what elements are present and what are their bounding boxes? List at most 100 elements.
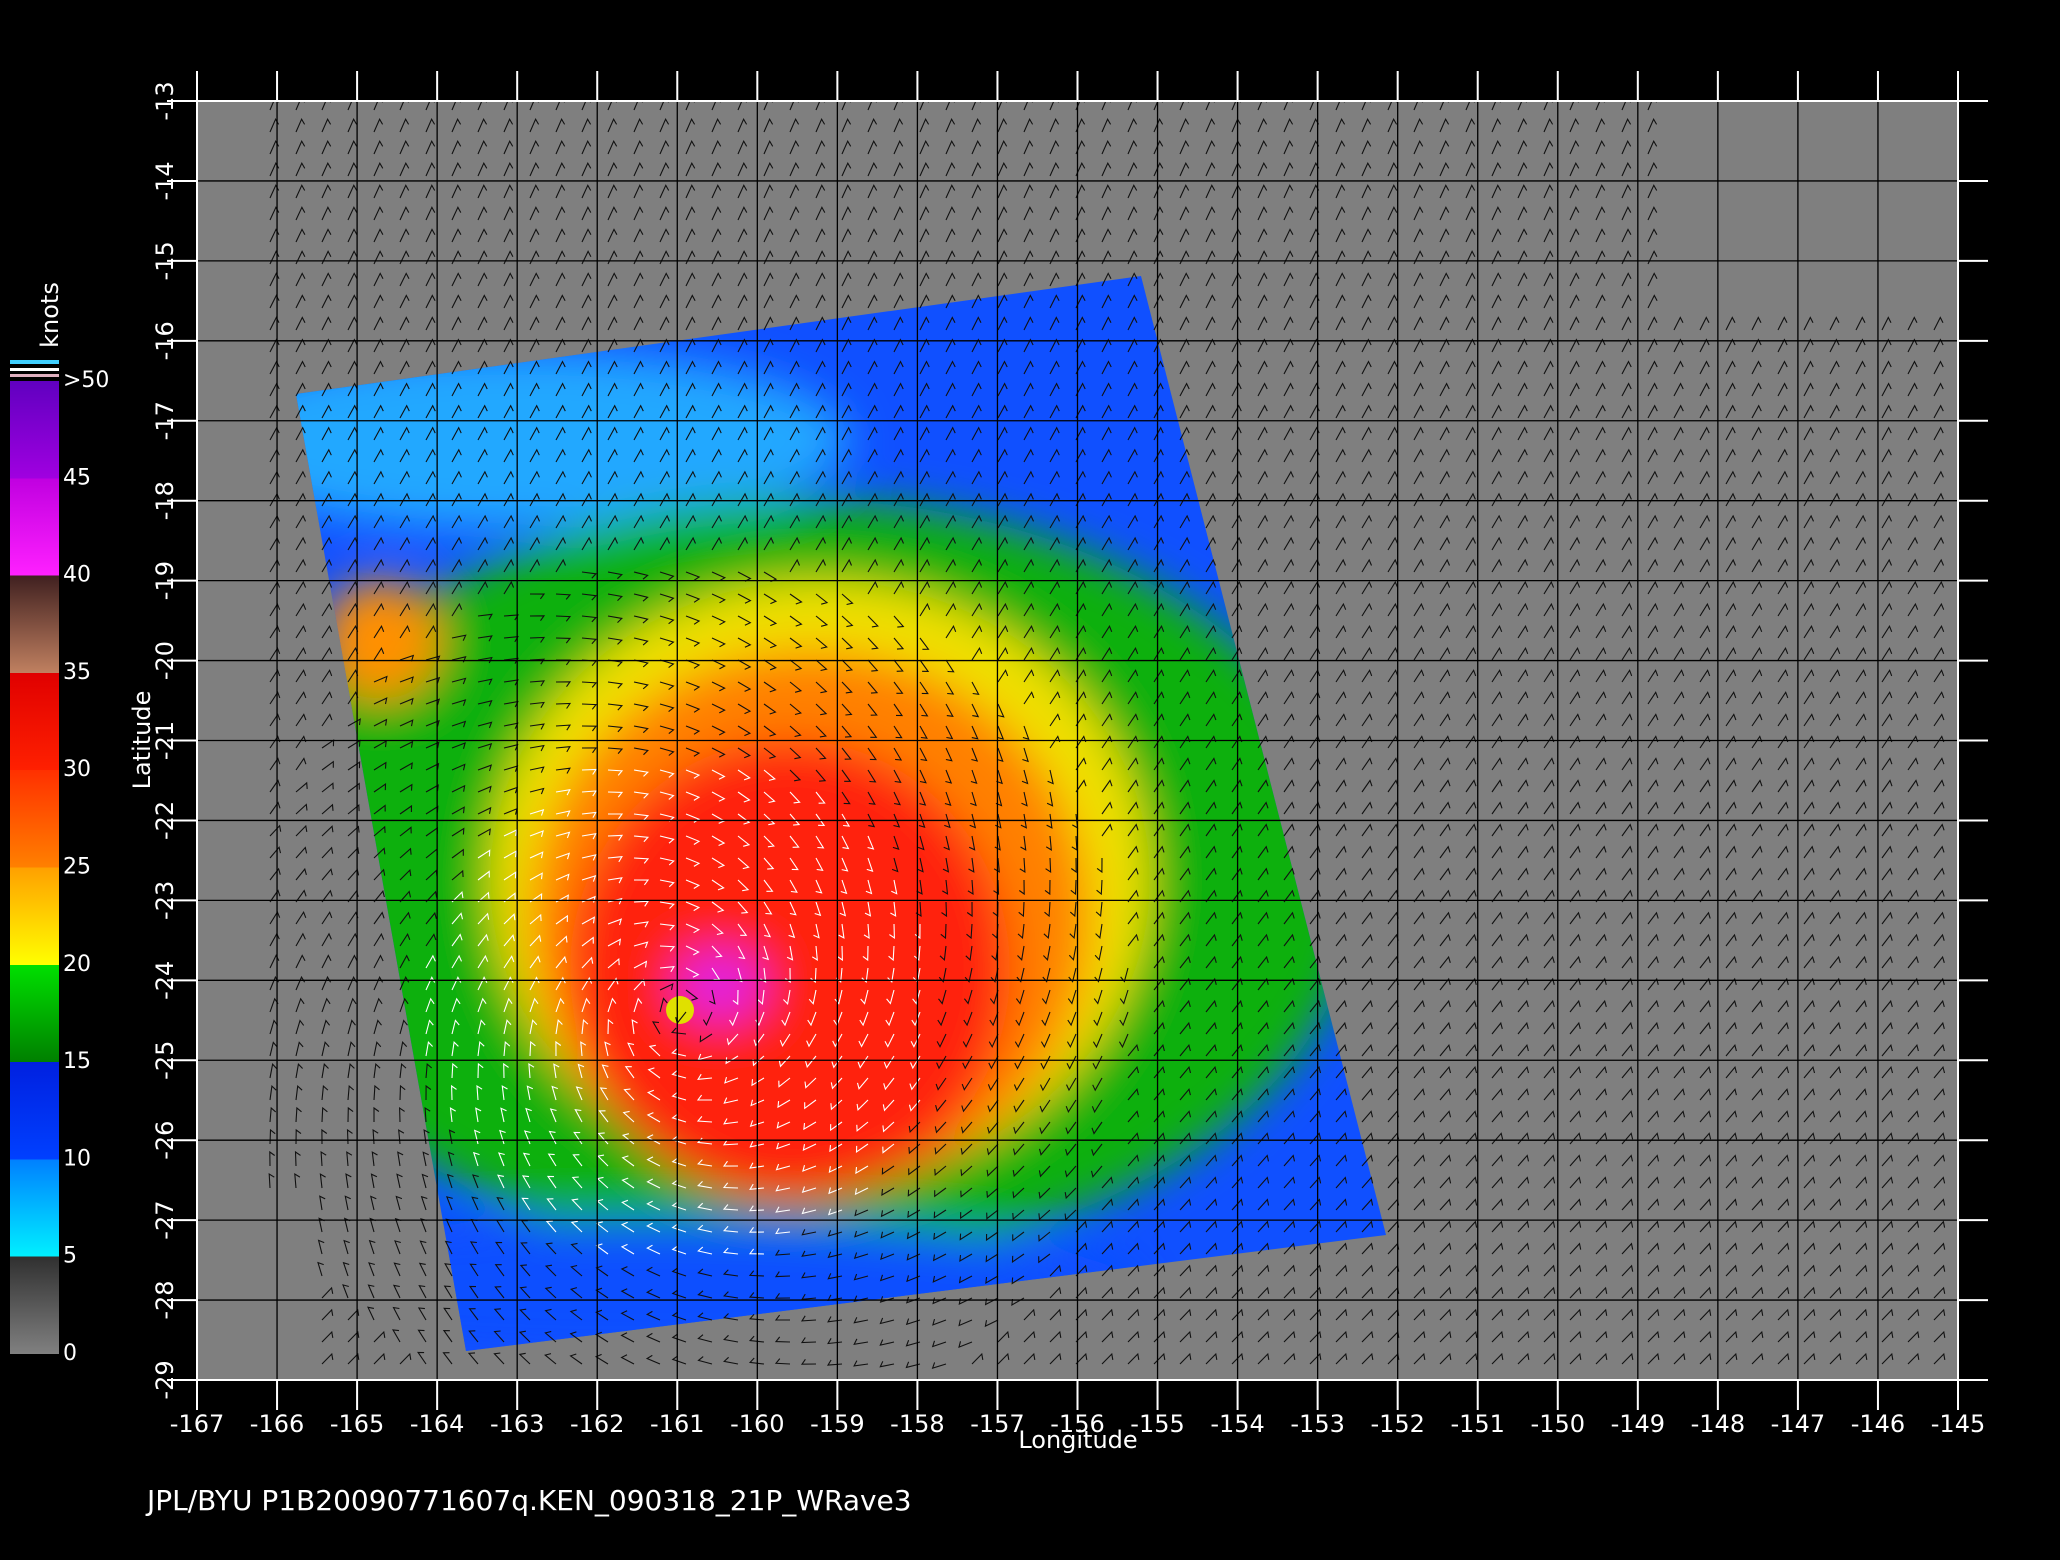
wind-barb — [1595, 1286, 1608, 1299]
wind-barb — [1465, 889, 1477, 903]
wind-barb — [1153, 669, 1165, 683]
wind-barb — [1725, 1308, 1738, 1321]
wind-barb — [555, 360, 566, 375]
wind-barb — [1127, 933, 1139, 947]
wind-barb — [1065, 1143, 1077, 1157]
wind-barb — [1751, 1352, 1764, 1365]
wind-barb — [1257, 316, 1268, 331]
wind-barb — [1335, 779, 1347, 793]
wind-barb — [880, 1209, 895, 1218]
x-tick-label: -147 — [1771, 1410, 1825, 1438]
wind-barb — [841, 492, 852, 507]
wind-barb — [1127, 823, 1139, 837]
wind-barb — [295, 250, 306, 265]
wind-barb — [1699, 624, 1711, 639]
wind-barb — [685, 294, 696, 309]
wind-barb — [1907, 889, 1919, 903]
wind-barb — [779, 1033, 791, 1048]
wind-barb — [451, 1041, 459, 1057]
wind-barb — [1673, 558, 1685, 573]
wind-barb — [1933, 1308, 1946, 1321]
wind-barb — [1018, 879, 1025, 896]
wind-barb — [659, 514, 671, 529]
wind-barb — [882, 1099, 895, 1112]
wind-barb — [1829, 492, 1840, 507]
wind-barb — [1361, 1021, 1373, 1035]
wind-barb — [1595, 139, 1606, 155]
wind-barb — [1439, 117, 1450, 133]
wind-barb — [581, 725, 598, 732]
colorbar-tick-label: 40 — [63, 563, 91, 588]
wind-barb — [737, 250, 748, 265]
wind-barb — [580, 1041, 587, 1057]
wind-barb — [1153, 492, 1164, 507]
wind-barb — [1517, 1220, 1530, 1233]
wind-barb — [1517, 139, 1528, 155]
wind-barb — [1907, 1154, 1920, 1167]
wind-barb — [763, 659, 777, 671]
wind-barb — [986, 1209, 999, 1220]
wind-barb — [399, 228, 410, 243]
wind-barb — [399, 654, 415, 662]
wind-barb — [1881, 801, 1893, 815]
wind-barb — [477, 117, 488, 133]
wind-barb — [373, 250, 384, 265]
wind-barb — [425, 228, 436, 243]
wind-barb — [555, 117, 566, 133]
wind-barb — [1569, 382, 1580, 397]
wind-barb — [1569, 514, 1581, 529]
wind-barb — [451, 206, 462, 221]
wind-barb — [971, 470, 982, 485]
wind-barb — [1413, 558, 1425, 573]
wind-barb — [971, 536, 983, 551]
wind-barb — [633, 857, 650, 864]
wind-barb — [1673, 1021, 1685, 1035]
wind-barb — [893, 448, 904, 463]
wind-barb — [399, 514, 411, 529]
wind-barb — [1517, 1154, 1530, 1167]
wind-barb — [1699, 580, 1711, 595]
wind-barb — [985, 1253, 999, 1263]
wind-barb — [789, 448, 800, 463]
wind-barb — [607, 997, 617, 1013]
wind-barb — [985, 1275, 999, 1285]
wind-barb — [1465, 867, 1477, 881]
wind-barb — [1933, 845, 1945, 859]
wind-barb — [934, 1187, 947, 1198]
wind-barb — [1127, 889, 1139, 903]
wind-barb — [763, 448, 774, 463]
wind-barb — [986, 1143, 999, 1156]
wind-barb — [1023, 1330, 1036, 1343]
wind-barb — [425, 360, 436, 375]
wind-barb — [1647, 448, 1658, 463]
wind-barb — [696, 1116, 713, 1123]
wind-barb — [659, 901, 675, 909]
wind-barb — [1335, 272, 1346, 287]
wind-barb — [529, 448, 540, 463]
wind-barb — [1569, 691, 1581, 705]
wind-barb — [1803, 514, 1815, 529]
wind-barb — [425, 698, 441, 706]
wind-barb — [1699, 602, 1711, 617]
wind-barb — [1335, 117, 1346, 133]
wind-barb — [1907, 1308, 1920, 1321]
wind-barb — [373, 514, 385, 529]
wind-barb — [997, 536, 1009, 551]
wind-barb — [1413, 404, 1424, 419]
wind-barb — [1283, 691, 1295, 705]
wind-barb — [1647, 1308, 1660, 1321]
wind-barb — [1257, 669, 1269, 683]
wind-barb — [1595, 184, 1606, 199]
wind-barb — [1231, 713, 1243, 727]
wind-barb — [295, 910, 307, 925]
wind-barb — [1153, 779, 1165, 793]
wind-barb — [867, 659, 879, 672]
wind-barb — [1075, 558, 1087, 573]
wind-barb — [1621, 1220, 1634, 1233]
wind-barb — [633, 161, 644, 177]
wind-barb — [1803, 1352, 1816, 1365]
wind-barb — [1153, 228, 1164, 243]
wind-barb — [1014, 1033, 1025, 1049]
wind-barb — [789, 615, 803, 627]
wind-barb — [711, 250, 722, 265]
